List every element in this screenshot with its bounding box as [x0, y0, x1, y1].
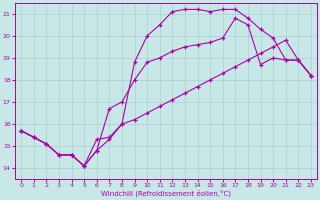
X-axis label: Windchill (Refroidissement éolien,°C): Windchill (Refroidissement éolien,°C) [101, 190, 231, 197]
